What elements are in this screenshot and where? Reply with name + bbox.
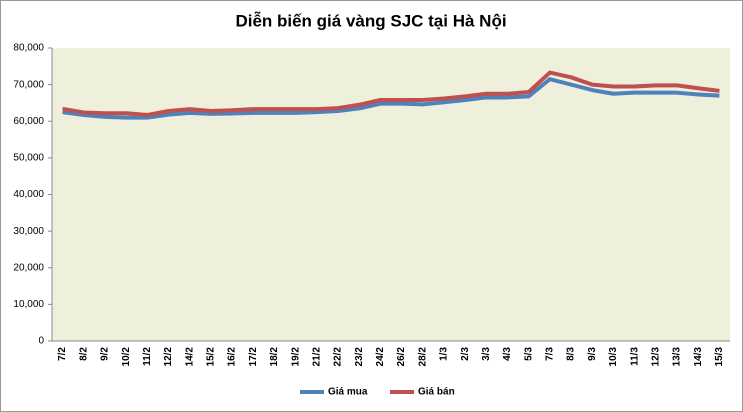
x-tick-label: 8/2 xyxy=(78,347,89,361)
legend-label: Giá mua xyxy=(328,387,368,398)
x-tick-label: 14/3 xyxy=(693,347,704,367)
x-tick-label: 26/2 xyxy=(396,347,407,367)
x-tick-label: 5/3 xyxy=(523,347,534,361)
x-tick-label: 7/3 xyxy=(545,347,556,361)
x-tick-label: 21/2 xyxy=(311,347,322,367)
x-tick-label: 12/2 xyxy=(163,347,174,367)
x-tick-label: 3/3 xyxy=(481,347,492,361)
x-tick-label: 10/3 xyxy=(608,347,619,367)
legend-label: Giá bán xyxy=(418,387,455,398)
x-tick-label: 22/2 xyxy=(333,347,344,367)
x-tick-label: 7/2 xyxy=(57,347,68,361)
y-tick-label: 30,000 xyxy=(13,226,44,237)
plot-area xyxy=(52,48,730,341)
x-tick-label: 16/2 xyxy=(227,347,238,367)
x-tick-label: 12/3 xyxy=(650,347,661,367)
x-tick-label: 18/2 xyxy=(269,347,280,367)
x-tick-label: 13/3 xyxy=(672,347,683,367)
x-tick-label: 9/3 xyxy=(587,347,598,361)
x-tick-label: 17/2 xyxy=(248,347,259,367)
y-tick-label: 80,000 xyxy=(13,43,44,54)
x-tick-label: 19/2 xyxy=(290,347,301,367)
series-line xyxy=(62,70,720,118)
x-tick-label: 23/2 xyxy=(354,347,365,367)
x-tick-label: 11/3 xyxy=(629,347,640,366)
x-tick-label: 15/3 xyxy=(714,347,725,367)
x-tick-label: 24/2 xyxy=(375,347,386,367)
x-tick-label: 1/3 xyxy=(439,347,450,361)
x-tick-label: 14/2 xyxy=(184,347,195,367)
x-tick-label: 28/2 xyxy=(417,347,428,367)
y-tick-label: 60,000 xyxy=(13,116,44,127)
y-tick-label: 70,000 xyxy=(13,79,44,90)
y-tick-label: 0 xyxy=(38,336,44,347)
series-line xyxy=(62,77,720,120)
chart-title: Diễn biến giá vàng SJC tại Hà Nội xyxy=(235,11,506,30)
x-tick-label: 8/3 xyxy=(566,347,577,361)
y-tick-label: 10,000 xyxy=(13,299,44,310)
x-tick-label: 9/2 xyxy=(100,347,111,361)
x-tick-label: 4/3 xyxy=(502,347,513,361)
x-tick-label: 15/2 xyxy=(206,347,217,367)
y-tick-label: 20,000 xyxy=(13,262,44,273)
x-tick-label: 10/2 xyxy=(121,347,132,367)
x-tick-label: 11/2 xyxy=(142,347,153,366)
x-tick-label: 2/3 xyxy=(460,347,471,361)
y-tick-label: 50,000 xyxy=(13,153,44,164)
y-tick-label: 40,000 xyxy=(13,189,44,200)
